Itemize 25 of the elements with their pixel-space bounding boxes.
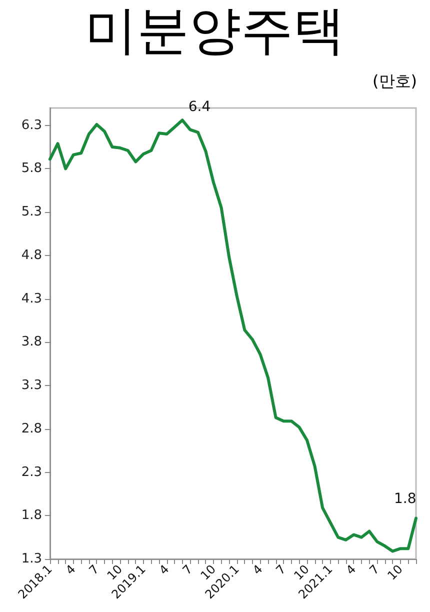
x-tick-label: 10	[384, 562, 406, 583]
y-tick-label: 5.3	[21, 204, 42, 220]
y-tick-label: 4.8	[21, 248, 42, 263]
x-tick-label: 7	[86, 562, 102, 578]
data-label: 1.8	[394, 491, 416, 508]
x-tick-label: 7	[180, 562, 196, 578]
y-tick-label: 2.3	[21, 464, 42, 480]
y-tick-label: 5.8	[21, 161, 42, 176]
x-tick-label: 4	[343, 562, 359, 578]
y-tick-label: 1.8	[21, 508, 42, 524]
y-tick-label: 3.8	[21, 334, 42, 350]
y-tick-label: 6.3	[21, 118, 42, 133]
y-tick-label: 3.3	[21, 378, 42, 394]
x-tick-label: 4	[250, 562, 266, 578]
x-tick-label: 4	[63, 562, 78, 578]
y-tick-label: 2.8	[21, 421, 42, 436]
y-axis-title: (만호)	[372, 72, 417, 90]
data-label: 6.4	[188, 99, 211, 116]
chart-title: 미분양주택	[85, 1, 345, 61]
x-tick-label: 4	[156, 562, 172, 578]
line-series	[48, 118, 418, 553]
x-tick-label: 7	[273, 562, 289, 578]
x-tick-label: 7	[366, 562, 382, 578]
y-tick-label: 1.3	[21, 552, 42, 566]
y-tick-label: 4.3	[21, 291, 42, 306]
